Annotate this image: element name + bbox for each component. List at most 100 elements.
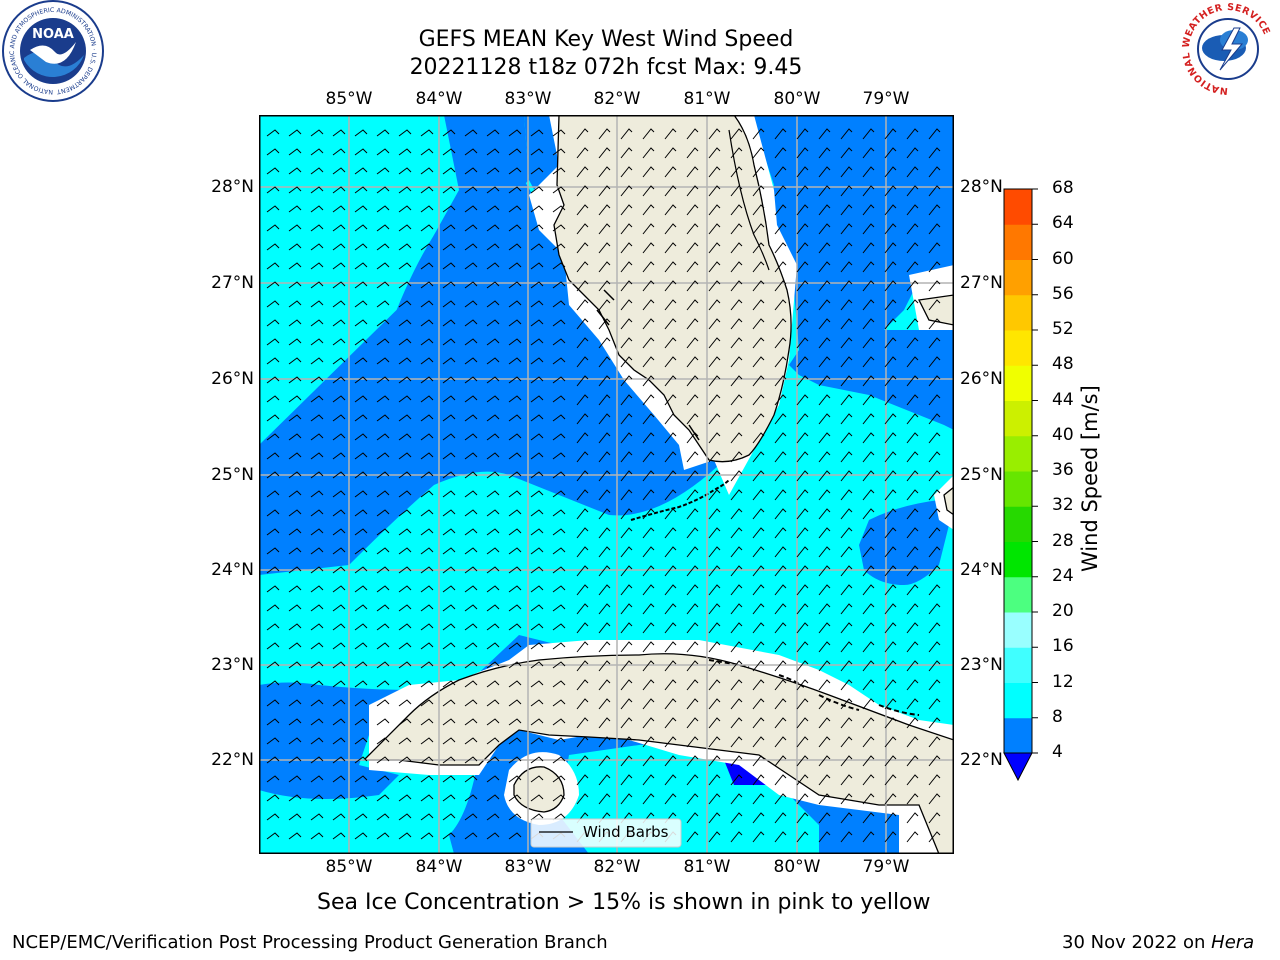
wind-barb (552, 243, 566, 251)
wind-barb (906, 185, 919, 197)
wind-barb (442, 547, 456, 555)
wind-barb (730, 698, 743, 710)
lon-label-top: 80°W (773, 89, 821, 109)
wind-barb (752, 299, 765, 311)
wind-barb (928, 318, 941, 330)
wind-barb (862, 641, 875, 653)
wind-barb (310, 205, 324, 213)
wind-barb (818, 641, 831, 653)
wind-barb (620, 698, 633, 710)
wind-barb (642, 223, 655, 235)
wind-barb (266, 509, 280, 517)
wind-barb (598, 451, 611, 463)
wind-barb (266, 832, 280, 840)
wind-barb (906, 831, 919, 843)
wind-barb (332, 794, 346, 802)
wind-barb (420, 376, 434, 384)
wind-barb (818, 147, 831, 159)
wind-barb (464, 547, 478, 555)
wind-barb (840, 565, 853, 577)
wind-barb (398, 794, 412, 802)
wind-barb (862, 394, 875, 406)
wind-barb (928, 755, 941, 767)
wind-barb (796, 147, 809, 159)
wind-barb (486, 319, 500, 327)
wind-barb (818, 223, 831, 235)
wind-barb (598, 622, 611, 634)
wind-barb (376, 832, 390, 840)
wind-barb (576, 546, 589, 558)
wind-barb (310, 490, 324, 498)
wind-barb (884, 394, 897, 406)
wind-barb (906, 356, 919, 368)
wind-barb (686, 413, 699, 425)
wind-barb (552, 528, 566, 536)
wind-barb (752, 166, 765, 178)
wind-barb (884, 413, 897, 425)
wind-barb (752, 527, 765, 539)
wind-barb (906, 299, 919, 311)
wind-barb (642, 394, 655, 406)
wind-barb (332, 338, 346, 346)
wind-barb (576, 622, 589, 634)
wind-barb (862, 774, 875, 786)
wind-barb (576, 508, 589, 520)
wind-barb (708, 375, 721, 387)
wind-barb (486, 509, 500, 517)
wind-barb (840, 128, 853, 140)
wind-barb (906, 318, 919, 330)
wind-barb (818, 413, 831, 425)
wind-barb (442, 205, 456, 213)
wind-barb (310, 775, 324, 783)
wind-barb (464, 604, 478, 612)
wind-barb (486, 262, 500, 270)
wind-barb (486, 642, 500, 650)
wind-barb (442, 224, 456, 232)
wind-barb (442, 129, 456, 137)
wind-barb (730, 299, 743, 311)
wind-barb (840, 546, 853, 558)
wind-barb (686, 717, 699, 729)
wind-barb (530, 547, 544, 555)
wind-barb (686, 242, 699, 254)
wind-barb (332, 262, 346, 270)
wind-barb (332, 737, 346, 745)
cuba-cays (708, 659, 920, 716)
wind-barb (576, 261, 589, 273)
wind-barb (686, 299, 699, 311)
wind-barb (552, 205, 566, 213)
wind-barb (928, 470, 941, 482)
wind-barb (796, 242, 809, 254)
wind-barb (796, 660, 809, 672)
wind-barb (730, 413, 743, 425)
wind-barb (906, 413, 919, 425)
wind-barb (708, 432, 721, 444)
wind-barb (664, 736, 677, 748)
wind-barb (774, 603, 787, 615)
lon-label-bottom: 85°W (325, 857, 373, 877)
wind-barb (884, 166, 897, 178)
wind-barb (354, 471, 368, 479)
wind-barb (310, 414, 324, 422)
wind-barb (642, 356, 655, 368)
wind-barb (884, 717, 897, 729)
wind-barb (354, 528, 368, 536)
wind-barb (376, 243, 390, 251)
wind-barb (928, 413, 941, 425)
wind-barb (730, 356, 743, 368)
wind-barb (796, 128, 809, 140)
wind-barb (398, 148, 412, 156)
wind-barb (332, 281, 346, 289)
wind-barb (354, 699, 368, 707)
wind-barb (862, 185, 875, 197)
wind-barb (486, 528, 500, 536)
wind-barb (266, 737, 280, 745)
wind-barb (818, 299, 831, 311)
wind-barb (508, 205, 522, 213)
wind-barb (442, 167, 456, 175)
wind-barb (420, 623, 434, 631)
wind-barb (288, 604, 302, 612)
wind-barb (354, 775, 368, 783)
wind-barb (310, 357, 324, 365)
wind-barb (442, 585, 456, 593)
